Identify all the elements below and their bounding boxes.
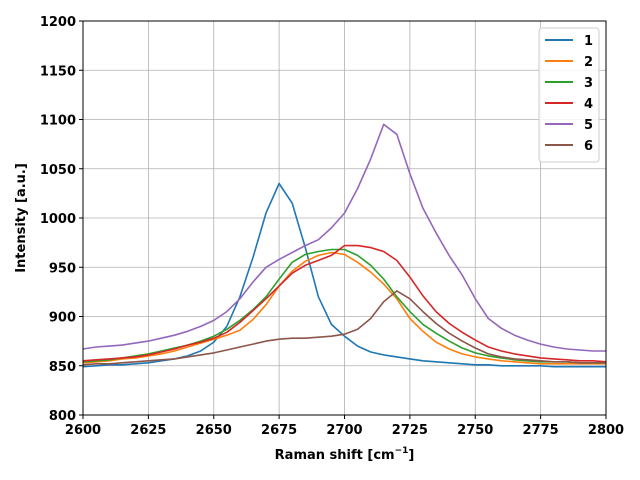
x-axis-label: Raman shift [cm−1] [275, 446, 415, 463]
legend-label-4: 4 [584, 97, 593, 112]
x-tick-label: 2625 [130, 423, 166, 438]
x-axis-label-sup: −1 [395, 446, 409, 456]
y-tick-label: 1200 [40, 15, 76, 30]
x-tick-label: 2600 [65, 423, 101, 438]
legend-label-3: 3 [584, 76, 593, 91]
x-tick-label: 2675 [261, 423, 297, 438]
legend-label-6: 6 [584, 139, 593, 154]
x-tick-label: 2800 [588, 423, 624, 438]
series-line-3 [82, 248, 606, 364]
x-tick-label: 2725 [392, 423, 428, 438]
x-axis-label-end: ] [408, 448, 414, 463]
y-tick-label: 800 [49, 409, 76, 424]
y-tick-label: 950 [49, 261, 76, 276]
x-tick-label: 2700 [326, 423, 362, 438]
y-tick-label: 850 [49, 360, 76, 375]
x-tick-label: 2750 [457, 423, 493, 438]
legend-label-5: 5 [584, 118, 593, 133]
legend: 1 2 3 4 5 6 [538, 27, 600, 163]
x-tick-label: 2650 [196, 423, 232, 438]
y-tick-label: 1000 [40, 212, 76, 227]
y-tick-label: 1050 [40, 163, 76, 178]
series-lines [82, 123, 607, 368]
legend-label-2: 2 [584, 55, 593, 70]
y-axis-ticks: 800 850 900 950 1000 1050 1100 1150 1200 [40, 15, 83, 424]
y-axis-label: Intensity [a.u.] [14, 163, 29, 273]
series-line-4 [82, 244, 607, 363]
y-tick-label: 1100 [40, 114, 76, 129]
series-line-6 [82, 290, 606, 366]
y-tick-label: 1150 [40, 64, 76, 79]
x-tick-label: 2775 [523, 423, 559, 438]
series-line-5 [82, 123, 606, 352]
legend-label-1: 1 [584, 34, 593, 49]
y-tick-label: 900 [49, 311, 76, 326]
x-axis-label-main: Raman shift [cm [275, 448, 395, 463]
series-line-2 [82, 251, 606, 365]
x-axis-ticks: 2600 2625 2650 2675 2700 2725 2750 2775 2800 [65, 415, 624, 438]
